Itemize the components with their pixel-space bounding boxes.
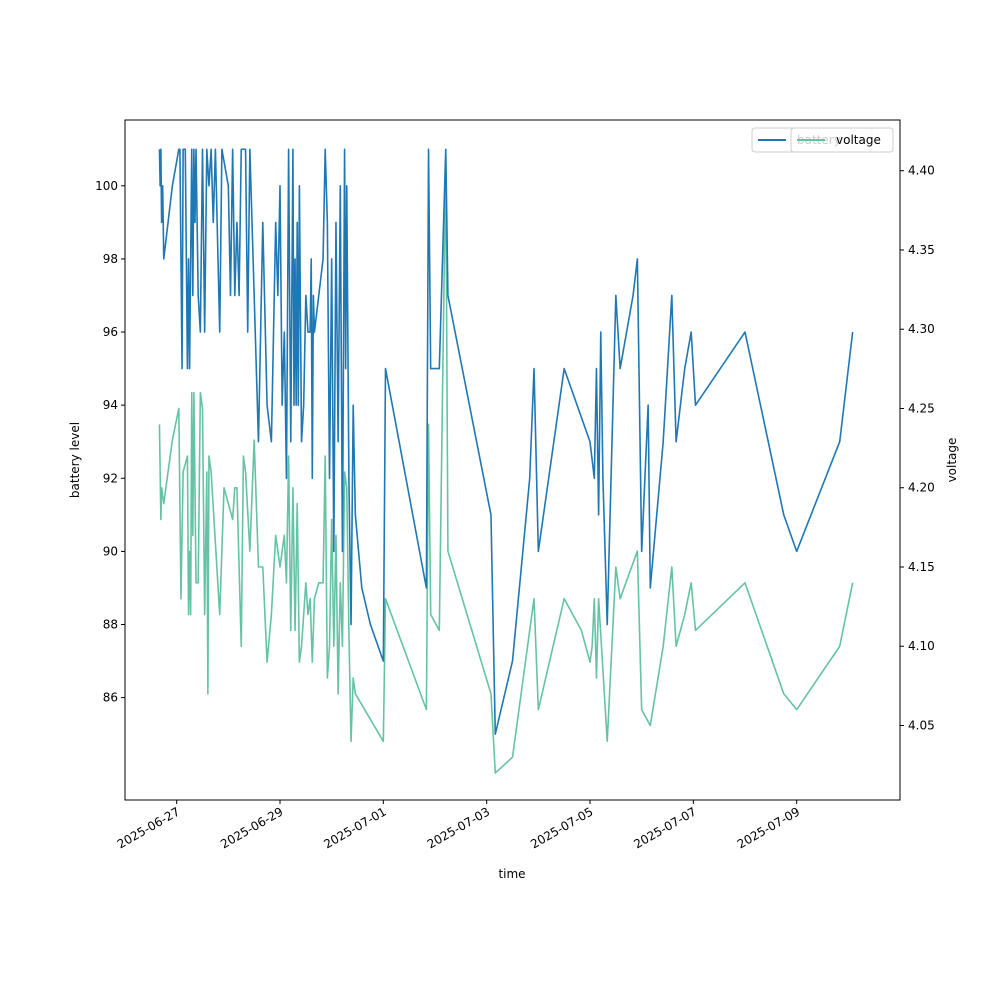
- legend-voltage-box: [790, 127, 894, 153]
- series-line-voltage: [158, 154, 854, 774]
- y-tick-label-left: 88: [103, 618, 118, 632]
- y-axis-label-right: voltage: [945, 438, 959, 483]
- y-tick-label-left: 94: [103, 398, 118, 412]
- plot-area: [125, 120, 900, 800]
- y-tick-label-left: 100: [95, 179, 118, 193]
- plot-frame: [124, 119, 901, 801]
- y-tick-label-left: 96: [103, 325, 118, 339]
- y-tick-label-right: 4.30: [908, 322, 935, 336]
- y-axis-label-left: battery level: [68, 422, 82, 498]
- series-line-battery: [158, 148, 854, 735]
- y-axis-right: 4.05 4.10 4.15 4.20 4.25 4.30 4.35 4.40: [900, 164, 935, 733]
- y-tick-label-left: 90: [103, 544, 118, 558]
- y-tick-label-right: 4.10: [908, 639, 935, 653]
- y-tick-label-right: 4.20: [908, 481, 935, 495]
- y-tick-label-left: 98: [103, 252, 118, 266]
- y-tick-label-right: 4.05: [908, 719, 935, 733]
- y-tick-label-left: 92: [103, 471, 118, 485]
- legend-voltage-label: voltage: [836, 133, 881, 147]
- y-tick-label-right: 4.40: [908, 164, 935, 178]
- legend-voltage: voltage: [790, 127, 894, 153]
- series-layer: [158, 148, 854, 774]
- y-tick-label-right: 4.15: [908, 560, 935, 574]
- y-tick-label-right: 4.35: [908, 243, 935, 257]
- y-tick-label-left: 86: [103, 691, 118, 705]
- y-tick-label-right: 4.25: [908, 401, 935, 415]
- x-axis-label: time: [498, 867, 525, 881]
- y-axis-left: 86 88 90 92 94 96 98 100: [95, 179, 125, 705]
